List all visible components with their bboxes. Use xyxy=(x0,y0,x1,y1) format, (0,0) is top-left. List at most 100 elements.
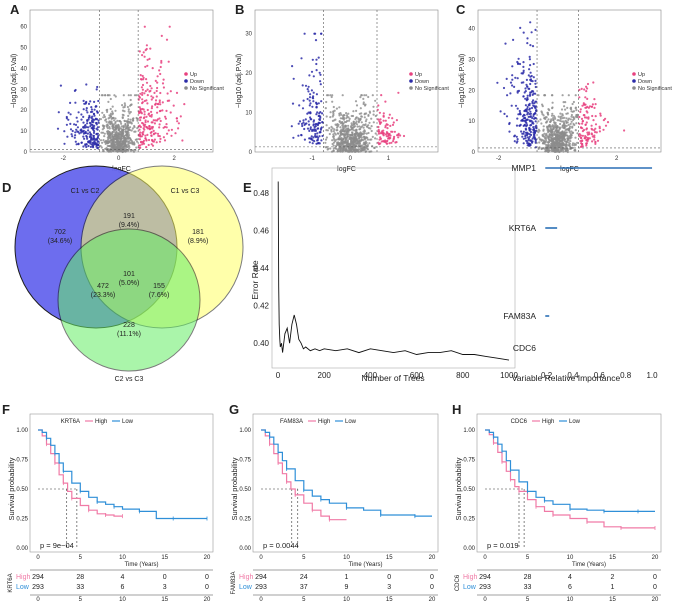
up-point xyxy=(382,129,385,132)
down-point xyxy=(525,83,528,86)
ns-point xyxy=(342,122,345,125)
ns-point xyxy=(105,140,108,143)
ns-point xyxy=(116,145,119,148)
ns-point xyxy=(127,110,130,113)
risk-low-count: 6 xyxy=(568,584,572,591)
ns-point xyxy=(570,113,574,117)
ns-point xyxy=(574,149,577,152)
up-point xyxy=(142,78,145,81)
venn-count-c1c2-c2c3: 472 xyxy=(97,283,109,290)
p-value: p = 9e−04 xyxy=(40,541,74,550)
ns-point xyxy=(118,126,121,129)
ns-point xyxy=(332,105,335,109)
down-point xyxy=(312,120,315,123)
down-point xyxy=(298,104,301,107)
down-point xyxy=(303,127,306,131)
x-tick-label: 20 xyxy=(652,555,659,561)
down-point xyxy=(311,128,314,131)
ns-point xyxy=(552,117,555,120)
ns-point xyxy=(121,116,124,119)
down-point xyxy=(523,123,526,126)
importance-label: CDC6 xyxy=(513,343,536,353)
legend-label-high: High xyxy=(318,419,330,425)
ns-point xyxy=(122,114,125,117)
up-point xyxy=(382,112,385,115)
ns-point xyxy=(364,150,367,153)
ns-point xyxy=(366,148,370,151)
up-point xyxy=(148,90,151,93)
ns-point xyxy=(367,114,370,117)
up-point xyxy=(602,119,606,122)
ns-point xyxy=(365,125,369,128)
up-point xyxy=(390,130,393,133)
ns-point xyxy=(341,126,345,129)
up-point xyxy=(144,121,147,124)
ns-point xyxy=(565,145,568,148)
ns-point xyxy=(360,94,363,97)
ns-point xyxy=(363,130,366,133)
down-point xyxy=(529,130,533,134)
up-point xyxy=(581,143,584,146)
ns-point xyxy=(365,136,368,139)
up-point xyxy=(162,136,165,139)
down-point xyxy=(89,133,92,136)
down-point xyxy=(65,123,68,126)
ns-point xyxy=(118,130,121,133)
x-axis-label: Time (Years) xyxy=(349,562,383,568)
down-point xyxy=(508,130,511,133)
ns-point xyxy=(340,142,343,145)
y-tick-label: 1.00 xyxy=(463,428,475,434)
ns-point xyxy=(559,150,562,153)
ns-point xyxy=(372,105,375,108)
risk-x-tick: 0 xyxy=(483,597,487,603)
down-point xyxy=(82,115,85,118)
ns-point xyxy=(336,129,339,132)
y-tick-label: 60 xyxy=(20,25,27,31)
up-point xyxy=(578,122,581,125)
down-point xyxy=(57,111,60,114)
x-tick-label: 20 xyxy=(204,555,211,561)
down-point xyxy=(526,105,529,109)
down-point xyxy=(522,95,525,98)
up-point xyxy=(145,78,148,81)
down-point xyxy=(71,135,74,138)
up-point xyxy=(154,119,157,122)
ns-point xyxy=(135,94,138,97)
down-point xyxy=(93,140,96,143)
down-point xyxy=(521,135,524,138)
up-point xyxy=(177,122,180,125)
ns-point xyxy=(576,141,579,144)
ns-point xyxy=(566,106,569,109)
down-point xyxy=(302,99,305,102)
ns-point xyxy=(572,100,576,104)
down-point xyxy=(312,136,315,139)
ns-point xyxy=(129,98,132,102)
down-point xyxy=(514,104,518,107)
down-point xyxy=(63,130,66,133)
ns-point xyxy=(569,122,572,125)
ns-point xyxy=(120,122,123,125)
up-point xyxy=(377,118,380,121)
down-point xyxy=(308,129,311,132)
up-point xyxy=(143,55,146,58)
down-point xyxy=(290,125,293,128)
down-point xyxy=(524,87,527,90)
down-point xyxy=(309,93,312,96)
risk-x-tick: 10 xyxy=(119,597,126,603)
down-point xyxy=(528,93,532,96)
risk-high-count: 1 xyxy=(345,574,349,581)
up-point xyxy=(141,91,144,94)
ns-point xyxy=(545,134,548,137)
down-point xyxy=(315,93,318,96)
ns-point xyxy=(132,119,135,122)
up-point xyxy=(153,122,156,125)
down-point xyxy=(75,116,78,119)
ns-point xyxy=(555,137,558,140)
down-point xyxy=(522,113,526,116)
ns-point xyxy=(106,110,109,113)
down-point xyxy=(317,136,320,139)
ns-point xyxy=(563,140,566,143)
